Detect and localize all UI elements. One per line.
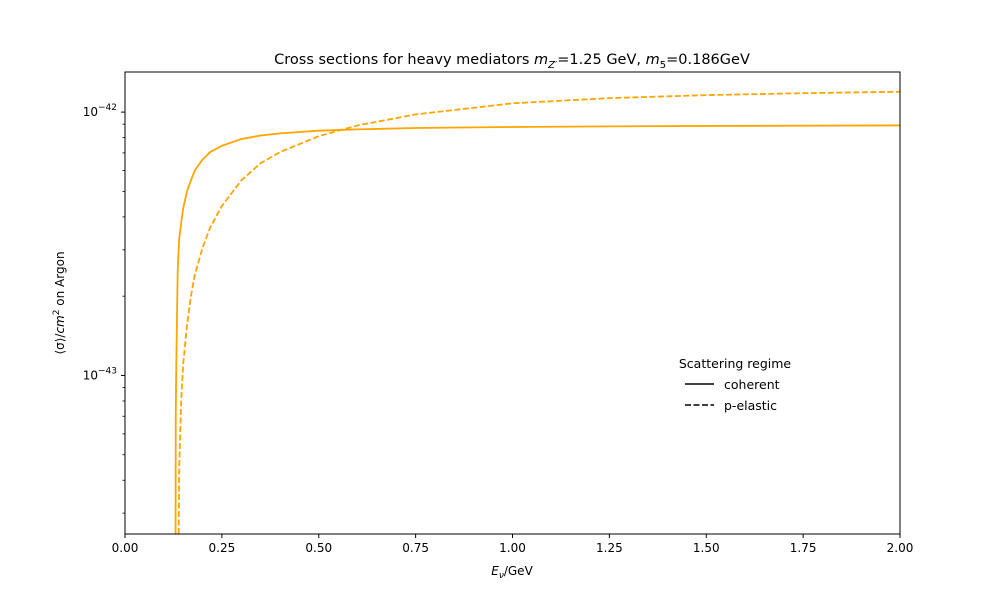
legend-label-p-elastic: p-elastic (724, 398, 777, 413)
x-tick-label: 2.00 (887, 541, 914, 555)
x-tick-label: 1.25 (596, 541, 623, 555)
legend-label-coherent: coherent (724, 377, 780, 392)
x-tick-label: 0.00 (112, 541, 139, 555)
y-tick-label: 10−43 (83, 366, 117, 382)
x-tick-label: 1.75 (790, 541, 817, 555)
chart-title: Cross sections for heavy mediators mZ′=1… (274, 52, 750, 71)
x-axis-label: Eν/GeV (491, 564, 533, 581)
x-axis: 0.00 0.25 0.50 0.75 1.00 1.25 1.50 1.75 2.00 (112, 534, 914, 555)
y-axis: 10−43 10−42 (83, 103, 125, 514)
y-axis-label: ⟨σ⟩/cm2 on Argon (52, 251, 67, 354)
series-line-dashed (177, 90, 900, 534)
x-tick-label: 1.50 (693, 541, 720, 555)
series-line-solid (174, 124, 900, 534)
legend-title: Scattering regime (679, 356, 792, 371)
x-tick-label: 1.00 (499, 541, 526, 555)
x-tick-label: 0.75 (402, 541, 429, 555)
series-layer (174, 90, 900, 534)
x-tick-label: 0.25 (209, 541, 236, 555)
x-tick-label: 0.50 (305, 541, 332, 555)
legend: Scattering regime coherent p-elastic (679, 356, 792, 413)
y-tick-label: 10−42 (83, 103, 117, 119)
